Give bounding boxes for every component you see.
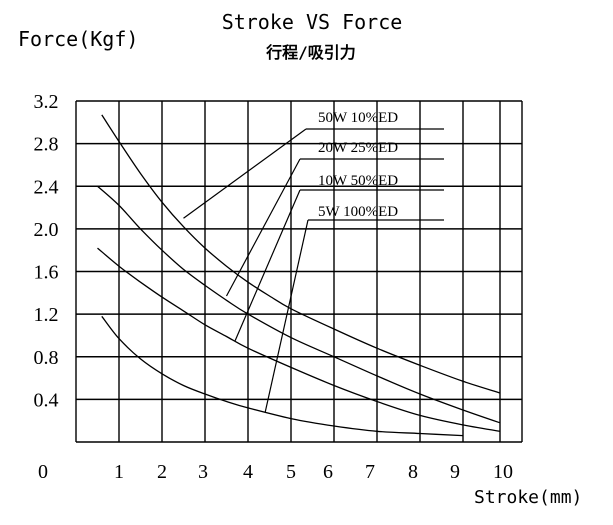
legend-leader-line	[183, 128, 307, 219]
grid	[75, 100, 523, 443]
legend-leader-line	[264, 219, 309, 413]
y-axis-label: Force(Kgf)	[18, 27, 138, 51]
legend-label: 50W 10%ED	[318, 110, 398, 126]
y-tick-label: 1.6	[34, 262, 59, 284]
series-line-3	[101, 315, 464, 437]
x-tick-label: 4	[243, 461, 253, 483]
series-lines	[97, 114, 501, 437]
y-tick-label: 2.4	[34, 176, 59, 198]
y-tick-label: 3.2	[34, 91, 59, 113]
legend-label: 10W 50%ED	[318, 173, 398, 189]
y-tick-label: 2.0	[34, 219, 59, 241]
y-tick-label: 1.2	[34, 304, 59, 326]
y-tick-label: 0.4	[34, 389, 59, 411]
y-tick-label: 0.8	[34, 347, 59, 369]
y-tick-label: 2.8	[34, 134, 59, 156]
chart-subtitle: 行程/吸引力	[265, 43, 356, 62]
x-axis-label: Stroke(mm)	[474, 487, 582, 508]
x-tick-label: 7	[365, 461, 375, 483]
x-tick-label: 10	[493, 461, 513, 483]
x-tick-label: 1	[114, 461, 124, 483]
series-line-2	[97, 247, 501, 432]
series-line-1	[97, 185, 501, 424]
x-tick-label: 3	[198, 461, 208, 483]
chart-title: Stroke VS Force	[222, 10, 403, 34]
legend-label: 20W 25%ED	[318, 140, 398, 156]
tick-labels: 0 1 2 3 4 5 6 7 8 9 10 0.4 0.8 1.2 1.6 2.0 2.4 2.8 3.2	[34, 91, 514, 483]
legend: 50W 10%ED 20W 25%ED 10W 50%ED 5W 100%ED	[183, 110, 444, 413]
x-tick-label: 2	[157, 461, 167, 483]
x-tick-label: 9	[450, 461, 460, 483]
legend-leader-line	[234, 189, 301, 342]
x-tick-label: 0	[38, 461, 48, 483]
x-tick-label: 5	[286, 461, 296, 483]
x-tick-label: 8	[408, 461, 418, 483]
x-tick-label: 6	[323, 461, 333, 483]
legend-label: 5W 100%ED	[318, 204, 398, 220]
series-line-0	[101, 114, 501, 394]
legend-leader-line	[225, 158, 301, 297]
